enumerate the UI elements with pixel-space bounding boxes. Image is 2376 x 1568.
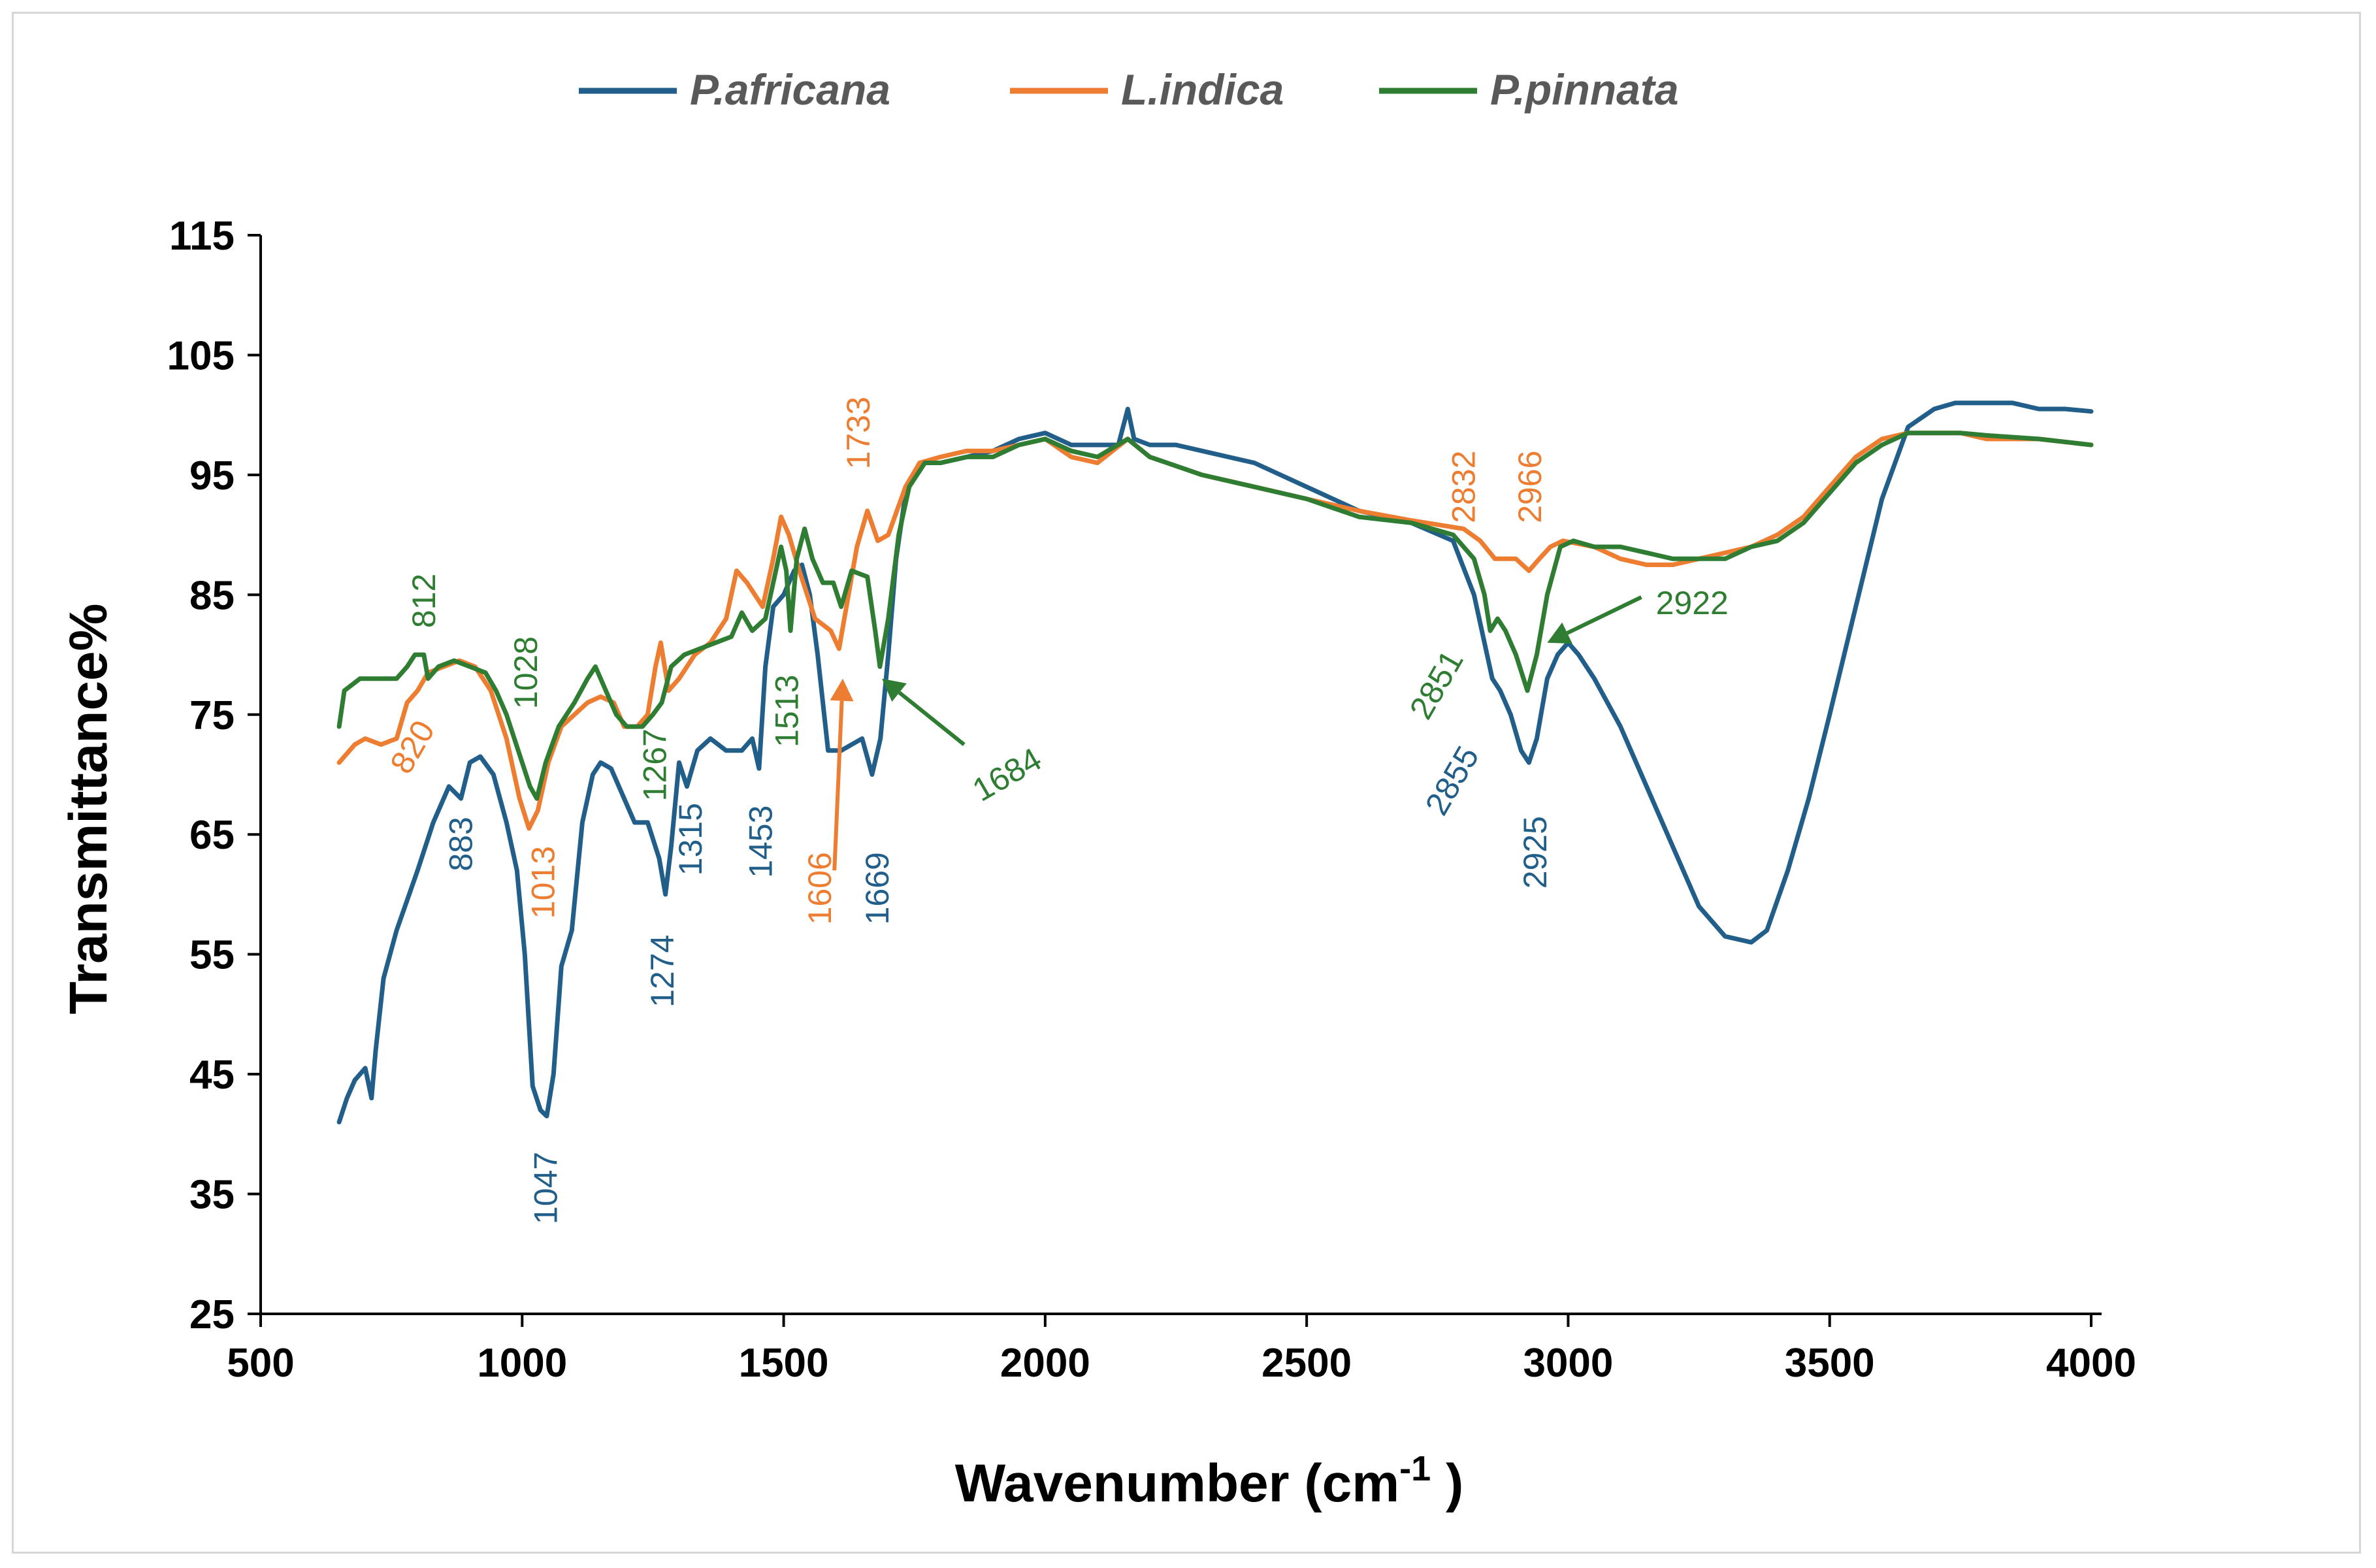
peak-label: 2832 [1445, 451, 1482, 523]
y-tick-label: 85 [189, 573, 235, 618]
arrow-head [1547, 622, 1572, 644]
y-axis-title: Transmittance% [59, 604, 118, 1015]
peak-label: 820 [383, 714, 442, 779]
y-tick-label: 55 [189, 933, 235, 978]
y-tick-label: 25 [189, 1292, 235, 1337]
y-tick-label: 65 [189, 813, 235, 858]
peak-label: 2851 [1403, 644, 1471, 725]
peak-label: 1047 [527, 1152, 564, 1224]
legend-label: P.pinnata [1490, 65, 1679, 114]
arrow-head [882, 678, 907, 702]
x-tick-label: 2000 [1000, 1341, 1090, 1386]
peak-label: 1513 [768, 675, 805, 747]
series-layer [336, 400, 2094, 1124]
series-line-p-pinnata [336, 431, 2094, 801]
x-tick-label: 2500 [1261, 1341, 1352, 1386]
peak-label: 2925 [1517, 816, 1554, 889]
y-tick-label: 115 [169, 214, 235, 259]
y-tick-label: 95 [189, 453, 235, 498]
x-tick-label: 1000 [477, 1341, 567, 1386]
series-line-p-africana [336, 400, 2094, 1124]
arrow-shaft [898, 691, 966, 746]
peak-label: 1669 [859, 852, 896, 924]
peak-label: 1606 [802, 852, 838, 924]
peak-label: 883 [443, 817, 480, 871]
legend-label: L.indica [1121, 65, 1284, 114]
y-tick-label: 35 [189, 1173, 235, 1218]
peak-label: 1315 [672, 803, 709, 875]
series-line-l-indica [336, 431, 2094, 831]
peak-label: 2966 [1512, 451, 1548, 523]
peak-label: 1267 [637, 728, 674, 801]
ftir-chart: P.africana L.indica P.pinnata 25 35 45 55 65 75… [59, 65, 2136, 1513]
peak-label: 1684 [966, 740, 1047, 808]
peak-label: 1453 [742, 806, 779, 878]
peak-label: 1013 [525, 846, 561, 919]
peak-label: 1028 [508, 636, 544, 709]
x-tick-label: 1500 [739, 1341, 829, 1386]
peak-label: 1274 [644, 935, 681, 1007]
peak-label: 2922 [1656, 585, 1729, 621]
peak-label: 2855 [1418, 740, 1486, 821]
x-tick-label: 4000 [2046, 1341, 2136, 1386]
figure-frame: P.africana L.indica P.pinnata 25 35 45 55 65 75… [12, 12, 2361, 1554]
x-tick-label: 500 [227, 1341, 294, 1386]
arrow-shaft [832, 700, 844, 871]
x-tick-label: 3500 [1785, 1341, 1875, 1386]
y-tick-label: 105 [167, 333, 235, 378]
arrow-head [830, 678, 854, 702]
legend: P.africana L.indica P.pinnata [579, 65, 1679, 114]
legend-label: P.africana [690, 65, 890, 114]
axes: 25 35 45 55 65 75 85 95 105 115 500 1000 1500 2000 250… [167, 214, 2136, 1386]
x-axis-title: Wavenumber (cm-1 ) [955, 1449, 1464, 1513]
peak-label: 812 [406, 574, 442, 628]
y-tick-label: 75 [189, 693, 235, 738]
arrow-shaft [1566, 595, 1642, 635]
y-tick-label: 45 [189, 1053, 235, 1098]
peak-label: 1733 [840, 397, 877, 469]
x-tick-label: 3000 [1523, 1341, 1613, 1386]
